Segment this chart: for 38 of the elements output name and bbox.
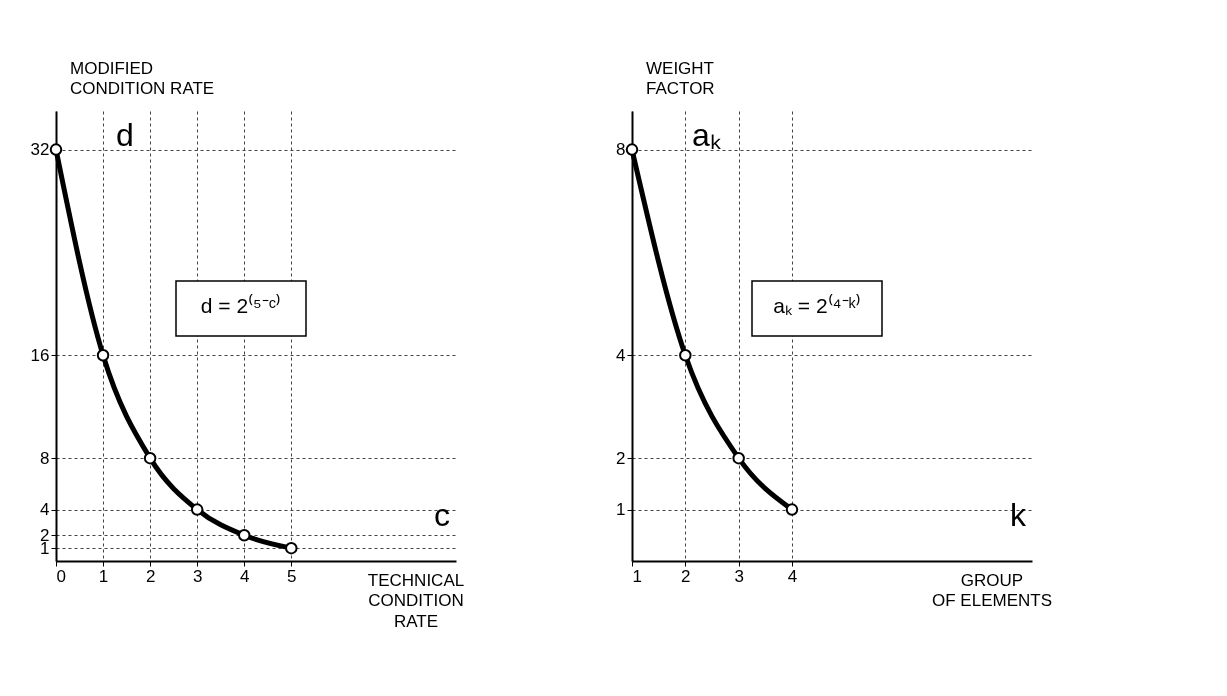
y-tick-label: 4	[40, 500, 50, 520]
x-tick-label: 4	[240, 566, 250, 586]
x-tick-label: 3	[192, 566, 203, 586]
x-tick-label: 1	[98, 566, 109, 586]
y-tick-label: 32	[30, 140, 50, 160]
x-tick-label: 2	[681, 566, 691, 586]
x-axis-title: GROUP OF ELEMENTS	[932, 571, 1052, 611]
x-tick-label: 0	[56, 566, 66, 586]
annotation: d = 2⁽⁵⁻ᶜ⁾	[200, 293, 282, 317]
point	[785, 503, 799, 516]
x-tick-label: 3	[734, 566, 744, 586]
point	[732, 451, 745, 465]
y-axis-title: MODIFIED CONDITION RATE	[70, 59, 215, 99]
y-tick-label: 2	[616, 448, 626, 468]
annotation: aₖ = 2⁽⁴⁻ᵏ⁾	[773, 293, 861, 317]
y-tick-label: 1	[616, 500, 626, 520]
point	[237, 529, 251, 542]
annotation: k	[1010, 497, 1027, 533]
y-tick-label: 8	[616, 140, 626, 160]
x-tick-label: 2	[145, 566, 156, 586]
point	[285, 541, 298, 555]
annotation: c	[434, 497, 450, 533]
annotation: d	[116, 117, 134, 153]
y-tick-label: 8	[40, 448, 50, 468]
point	[96, 349, 110, 362]
x-tick-label: 1	[632, 566, 642, 586]
x-tick-label: 5	[287, 566, 297, 586]
point	[625, 143, 639, 156]
annotation: aₖ	[692, 117, 721, 153]
x-tick-label: 4	[787, 566, 798, 586]
point	[190, 503, 204, 516]
point	[143, 451, 157, 465]
point	[49, 143, 63, 156]
point	[679, 349, 692, 362]
y-axis-title: WEIGHT FACTOR	[646, 59, 715, 99]
x-axis-title: TECHNICAL CONDITION RATE	[367, 571, 465, 631]
y-tick-label: 4	[616, 345, 626, 365]
y-tick-label: 16	[30, 345, 50, 365]
